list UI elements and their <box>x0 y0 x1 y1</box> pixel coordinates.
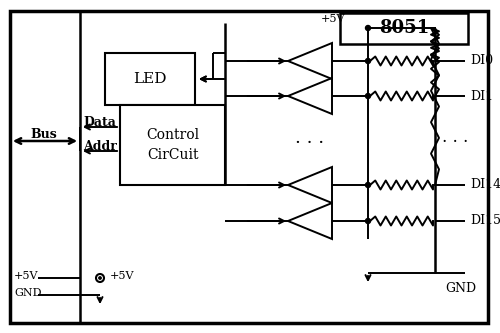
Text: . . .: . . . <box>442 130 468 147</box>
Circle shape <box>366 182 370 187</box>
Circle shape <box>366 59 370 64</box>
Text: +5V: +5V <box>110 271 134 281</box>
Text: DI0: DI0 <box>470 55 493 68</box>
Text: DI15: DI15 <box>470 214 500 227</box>
Text: . . .: . . . <box>296 129 324 147</box>
Text: DI14: DI14 <box>470 178 500 191</box>
Bar <box>105 53 195 105</box>
Circle shape <box>366 218 370 223</box>
Text: CirCuit: CirCuit <box>147 148 198 162</box>
Text: Control: Control <box>146 129 199 143</box>
Text: Bus: Bus <box>30 129 58 142</box>
Text: +5V: +5V <box>14 271 38 281</box>
Circle shape <box>99 277 101 279</box>
Circle shape <box>366 26 370 31</box>
Text: +5V: +5V <box>321 14 345 24</box>
Circle shape <box>366 94 370 99</box>
Bar <box>120 105 225 185</box>
Text: Addr: Addr <box>83 141 117 154</box>
Text: Data: Data <box>84 117 116 130</box>
Text: LED: LED <box>133 72 167 86</box>
Bar <box>340 13 468 44</box>
Text: GND: GND <box>445 282 476 295</box>
Text: DI1: DI1 <box>470 90 493 103</box>
Text: 8051: 8051 <box>379 19 429 37</box>
Text: GND: GND <box>14 288 42 298</box>
Circle shape <box>96 274 104 282</box>
